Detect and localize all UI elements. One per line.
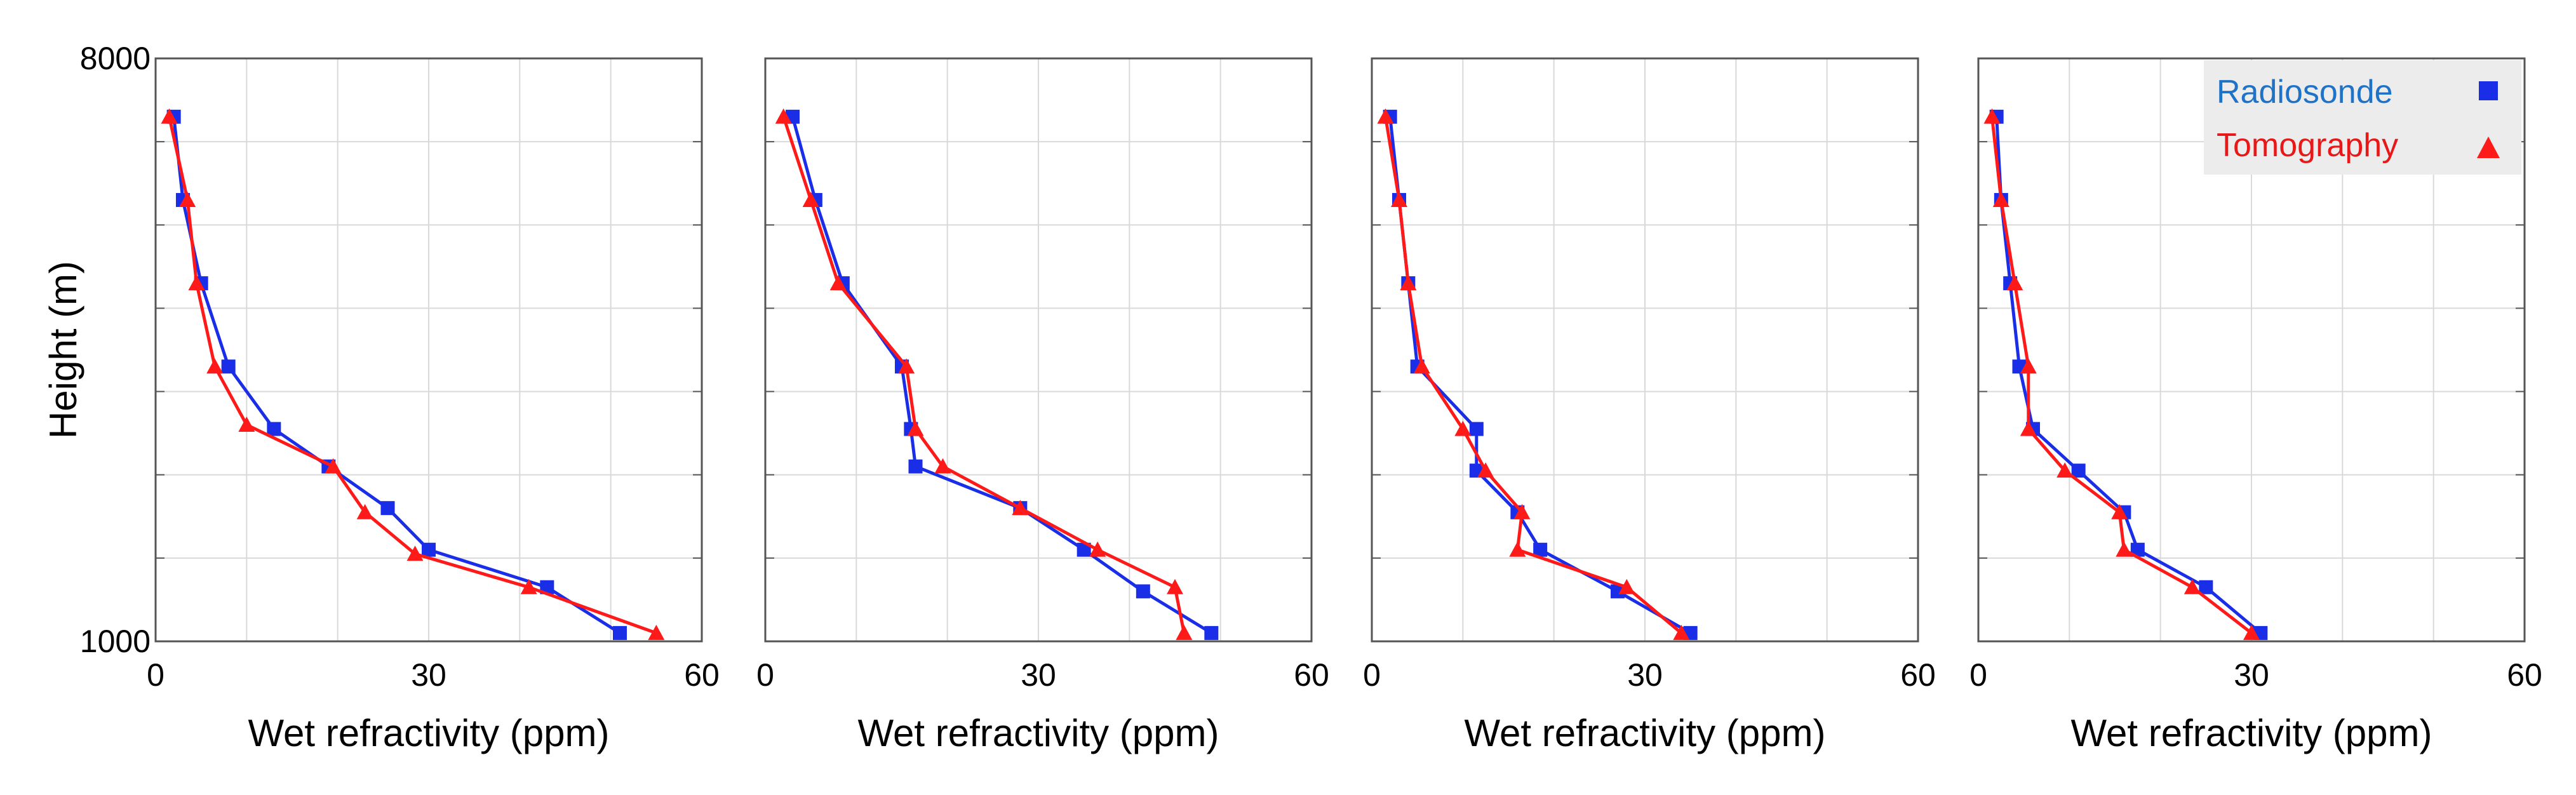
x-tick-label: 60 xyxy=(2507,657,2542,693)
data-point-tomography xyxy=(2243,624,2260,640)
x-tick-label: 0 xyxy=(1969,657,1987,693)
series-line-tomography xyxy=(1384,116,1682,634)
x-axis-label: Wet refractivity (ppm) xyxy=(1465,712,1826,754)
chart-panel-2: 0 30 60 Wet refractivity (ppm) xyxy=(756,57,1329,754)
data-point-tomography xyxy=(829,275,847,291)
x-tick-label: 60 xyxy=(1900,657,1936,693)
data-point-radiosonde xyxy=(1533,542,1548,557)
data-point-radiosonde xyxy=(267,422,281,436)
data-point-tomography xyxy=(1477,462,1494,478)
x-tick-label: 30 xyxy=(1021,657,1056,693)
data-point-tomography xyxy=(934,458,951,474)
data-point-radiosonde xyxy=(1136,584,1150,599)
data-point-tomography xyxy=(1618,578,1635,594)
x-tick-label: 30 xyxy=(1627,657,1663,693)
data-point-radiosonde xyxy=(1204,625,1219,640)
data-point-radiosonde xyxy=(1077,542,1091,557)
data-point-tomography xyxy=(775,108,792,124)
data-point-tomography xyxy=(179,191,196,207)
x-tick-label: 0 xyxy=(756,657,774,693)
legend-marker-radiosonde xyxy=(2479,81,2498,100)
data-point-radiosonde xyxy=(613,625,627,640)
x-axis-label: Wet refractivity (ppm) xyxy=(858,712,1219,754)
data-point-tomography xyxy=(1391,191,1407,207)
data-point-tomography xyxy=(1167,578,1183,594)
x-tick-label: 0 xyxy=(1363,657,1381,693)
data-point-tomography xyxy=(1509,541,1526,557)
data-point-tomography xyxy=(2056,462,2074,478)
data-point-radiosonde xyxy=(221,359,236,374)
x-tick-label: 30 xyxy=(2234,657,2269,693)
data-point-tomography xyxy=(406,545,424,561)
data-point-tomography xyxy=(2111,504,2128,519)
data-point-tomography xyxy=(898,358,915,374)
x-axis-label: Wet refractivity (ppm) xyxy=(248,712,610,754)
y-tick-label: 8000 xyxy=(80,41,151,76)
plot-frame xyxy=(1371,57,1919,643)
x-tick-label: 60 xyxy=(1294,657,1329,693)
legend-label-radiosonde: Radiosonde xyxy=(2217,74,2393,110)
data-point-radiosonde xyxy=(422,542,436,557)
data-point-tomography xyxy=(2020,420,2037,436)
data-point-radiosonde xyxy=(380,501,395,516)
data-point-tomography xyxy=(188,275,205,291)
data-point-tomography xyxy=(2020,358,2037,374)
chart-panel-1: 0 30 60 1000 8000 Wet refractivity (ppm) Heigh… xyxy=(42,41,720,754)
data-point-tomography xyxy=(1673,624,1690,640)
data-point-tomography xyxy=(356,504,373,519)
x-tick-label: 0 xyxy=(147,657,164,693)
data-point-tomography xyxy=(206,358,224,374)
data-point-radiosonde xyxy=(2130,542,2145,557)
data-point-tomography xyxy=(161,108,178,124)
data-point-tomography xyxy=(1983,108,2001,124)
data-point-tomography xyxy=(238,417,255,432)
data-point-tomography xyxy=(520,578,537,594)
legend-background xyxy=(2204,60,2521,175)
data-point-tomography xyxy=(1377,108,1394,124)
plot-frame xyxy=(154,57,703,643)
data-point-radiosonde xyxy=(540,580,554,594)
data-point-radiosonde xyxy=(2199,580,2213,594)
legend-marker-tomography xyxy=(2477,137,2500,158)
x-axis-label: Wet refractivity (ppm) xyxy=(2071,712,2432,754)
series-line-tomography xyxy=(782,116,1186,634)
plot-frame xyxy=(764,57,1313,643)
data-point-tomography xyxy=(1400,275,1417,291)
series-line-radiosonde xyxy=(791,116,1212,635)
data-point-tomography xyxy=(907,420,924,436)
y-axis-label: Height (m) xyxy=(42,261,84,439)
data-point-tomography xyxy=(1513,504,1531,519)
data-point-radiosonde xyxy=(1469,422,1484,436)
data-point-tomography xyxy=(1012,500,1029,516)
data-point-tomography xyxy=(1176,624,1193,640)
data-point-tomography xyxy=(2006,275,2023,291)
series-line-tomography xyxy=(168,116,657,635)
data-point-tomography xyxy=(1992,191,2009,207)
data-point-tomography xyxy=(325,458,342,474)
chart-panel-3: 0 30 60 Wet refractivity (ppm) xyxy=(1363,57,1936,754)
data-point-radiosonde xyxy=(908,459,923,474)
data-point-tomography xyxy=(1454,420,1472,436)
legend-label-tomography: Tomography xyxy=(2217,127,2398,164)
data-point-radiosonde xyxy=(2071,464,2086,478)
data-point-tomography xyxy=(1413,358,1430,374)
data-point-tomography xyxy=(802,191,819,207)
series-line-radiosonde xyxy=(1995,116,2262,634)
data-point-radiosonde xyxy=(1611,584,1625,599)
x-tick-label: 60 xyxy=(684,657,720,693)
x-tick-label: 30 xyxy=(411,657,446,693)
data-point-tomography xyxy=(648,624,665,640)
series-line-radiosonde xyxy=(172,116,621,635)
legend: Radiosonde Tomography xyxy=(2204,60,2521,175)
data-point-tomography xyxy=(2116,541,2133,557)
y-tick-label: 1000 xyxy=(80,624,151,659)
series-line-tomography xyxy=(1990,116,2253,634)
data-point-tomography xyxy=(2184,578,2201,594)
plot-frame xyxy=(1977,57,2526,643)
data-point-tomography xyxy=(1089,541,1106,557)
